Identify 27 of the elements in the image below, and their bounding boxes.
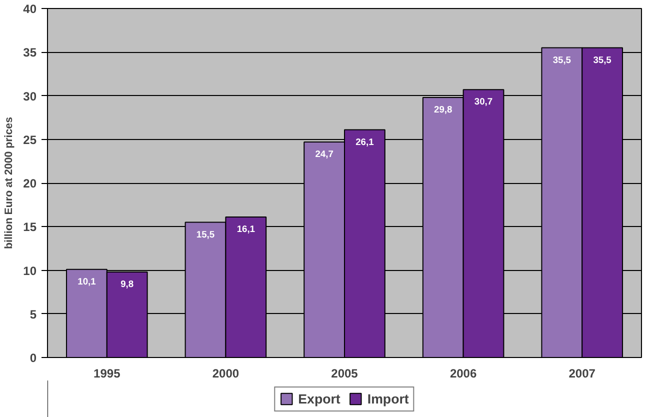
x-tick-label: 2005 [331,366,358,380]
y-tick-label: 35 [23,46,37,60]
data-label: 10,1 [78,276,96,286]
data-label: 30,7 [474,96,493,107]
y-tick-label: 40 [23,2,37,16]
y-tick-label: 30 [23,89,37,104]
data-label: 9,8 [120,278,134,289]
data-label: 26,1 [356,136,374,147]
y-tick-label: 0 [30,351,37,365]
y-tick-label: 25 [23,132,37,147]
legend-label: Export [298,391,340,406]
y-tick-label: 5 [30,307,37,322]
y-tick-label: 20 [23,176,37,190]
data-label: 16,1 [236,224,255,234]
x-tick-label: 1995 [94,366,121,380]
y-tick-label: 15 [23,220,37,234]
data-label: 24,7 [315,148,334,159]
y-axis-title: billion Euro at 2000 prices [3,116,16,250]
legend-label: Import [367,391,409,406]
x-tick-label: 2007 [568,366,596,380]
data-label: 29,8 [434,104,452,114]
data-label: 35,5 [593,54,612,65]
data-label: 35,5 [552,54,571,65]
y-tick-label: 10 [23,264,37,278]
x-tick-label: 2006 [450,366,477,380]
data-label: 15,5 [196,229,215,240]
x-tick-label: 2000 [212,366,240,380]
